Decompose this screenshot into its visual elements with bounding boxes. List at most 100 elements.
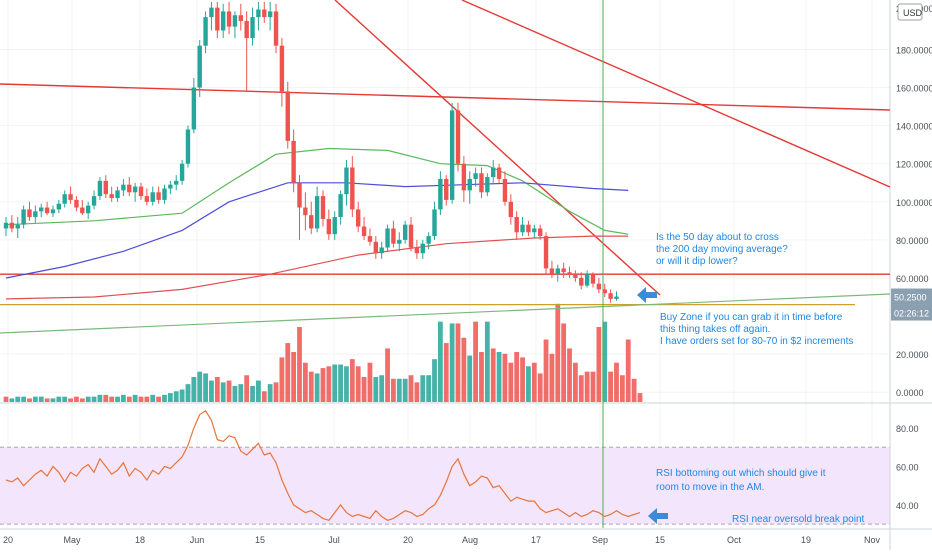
ma-note-line: Is the 50 day about to cross — [656, 232, 779, 243]
candle-body — [191, 87, 197, 130]
candle-body — [549, 268, 555, 275]
buy-zone-note-line: Buy Zone if you can grab it in time befo… — [660, 312, 843, 323]
volume-bar — [432, 359, 437, 402]
volume-bar — [297, 327, 302, 402]
volume-bar — [150, 394, 156, 402]
candle — [356, 201, 361, 233]
candle-body — [502, 178, 508, 202]
volume-bar — [338, 364, 343, 402]
candle — [438, 171, 443, 216]
candle — [162, 184, 167, 204]
candle — [62, 190, 67, 208]
volume-bar — [44, 398, 50, 402]
candle-body — [138, 186, 144, 197]
candle-body — [50, 209, 56, 214]
volume-bar — [578, 375, 584, 402]
countdown-label: 02:26:12 — [894, 309, 929, 319]
candle-body — [197, 45, 202, 88]
candle — [526, 220, 531, 237]
candle — [397, 232, 402, 252]
volume-bar — [15, 396, 21, 402]
candle-body — [3, 222, 9, 229]
candle — [103, 175, 108, 198]
price-tick-label: 180.0000 — [896, 46, 932, 56]
candle — [379, 241, 384, 259]
time-tick-label: 15 — [255, 535, 265, 545]
volume-bar — [79, 398, 85, 402]
candle — [15, 217, 20, 238]
volume-bar — [279, 357, 285, 402]
candle-body — [596, 283, 602, 290]
candle-body — [285, 91, 290, 141]
volume-bar — [596, 327, 602, 402]
candle — [584, 270, 590, 288]
candle-body — [273, 11, 279, 46]
candle — [50, 205, 56, 218]
volume-bar — [250, 385, 255, 402]
time-tick-label: 20 — [403, 535, 413, 545]
candle-body — [373, 241, 379, 254]
last-price-label: 50.2500 — [894, 293, 927, 303]
volume-bar — [62, 396, 68, 402]
volume-bar — [332, 364, 338, 402]
candle — [226, 1, 232, 35]
candle — [344, 159, 349, 206]
volume-bar — [103, 394, 109, 402]
volume-bar — [209, 380, 214, 402]
candle-body — [209, 7, 214, 18]
candle — [220, 3, 226, 39]
candle-body — [461, 163, 467, 191]
candle-body — [561, 268, 566, 273]
volume-bar — [320, 368, 326, 402]
price-tick-label: 120.0000 — [896, 160, 932, 170]
candle — [127, 177, 132, 197]
candle — [297, 175, 302, 240]
volume-bar — [467, 355, 473, 402]
volume-bar — [197, 371, 203, 402]
candle — [156, 186, 161, 204]
candle — [197, 39, 202, 98]
volume-bar — [261, 391, 267, 402]
volume-bar — [273, 382, 279, 402]
candle — [85, 201, 91, 219]
candle-body — [602, 289, 607, 294]
price-tick-label: 60.0000 — [896, 274, 929, 284]
volume-bar — [27, 398, 32, 402]
candle-body — [303, 207, 308, 216]
candle-body — [115, 190, 120, 198]
rsi-break-note: RSI near oversold break point — [732, 514, 865, 525]
candle — [27, 201, 32, 221]
candle-body — [232, 15, 238, 27]
candle — [602, 283, 607, 297]
candle — [285, 81, 290, 149]
candle-body — [496, 167, 502, 179]
volume-bar — [490, 348, 496, 402]
candle — [514, 211, 519, 240]
candle-body — [491, 167, 496, 178]
candle — [33, 205, 38, 223]
volume-bar — [443, 343, 449, 402]
candle — [326, 209, 332, 240]
candle — [426, 232, 431, 250]
candle — [520, 217, 525, 237]
candle — [309, 201, 314, 235]
candle — [56, 199, 62, 214]
candle-body — [74, 199, 79, 208]
rsi-note-line: RSI bottoming out which should give it — [656, 468, 826, 479]
volume-bar — [402, 378, 408, 402]
rsi-line — [5, 409, 641, 522]
candle — [215, 1, 220, 39]
rsi-arrow — [648, 508, 668, 524]
candle-body — [414, 247, 420, 254]
candle — [39, 203, 44, 218]
resistance-line — [0, 83, 891, 111]
candle-body — [584, 274, 590, 286]
candle — [373, 236, 379, 259]
candle — [420, 239, 425, 259]
candle-body — [573, 274, 578, 278]
candle-body — [238, 15, 243, 21]
volume-bar — [408, 375, 414, 402]
candle-body — [103, 180, 108, 195]
